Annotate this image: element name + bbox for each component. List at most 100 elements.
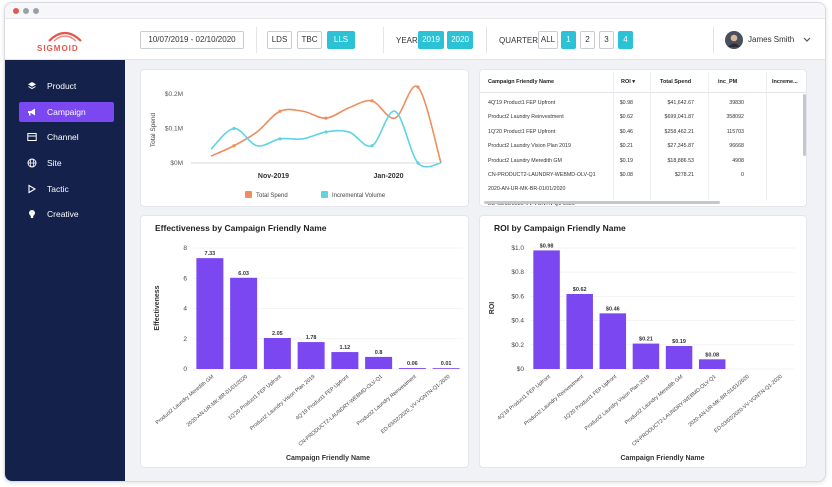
- table-cell: $41,642.67: [667, 100, 694, 106]
- y-tick-label: $1.0: [511, 245, 524, 252]
- x-tick-label: Product2 Laundry Reinvestment: [356, 374, 418, 428]
- avatar: [725, 31, 743, 49]
- series-point: [370, 99, 374, 103]
- layers-icon: [28, 82, 36, 90]
- sigmoid-logo-icon: [48, 31, 82, 42]
- x-axis-label: Campaign Friendly Name: [620, 455, 704, 462]
- table-cell: $0.98: [619, 100, 633, 106]
- y-tick-label: $0.2M: [165, 91, 183, 98]
- table-header-cell[interactable]: Total Spend: [660, 79, 692, 85]
- sidebar-item-label: Creative: [47, 209, 79, 219]
- y-tick-label: 4: [183, 306, 187, 313]
- bar-value-label: 7.33: [205, 251, 216, 257]
- bar-value-label: 0.01: [441, 361, 452, 367]
- table-cell: $0.21: [619, 143, 633, 150]
- roi-bar-chart: $0 $0.2 $0.4 $0.6 $0.8 $1.0 ROI $0.98 4Q'19 Prod…: [489, 243, 795, 462]
- bar: [263, 337, 291, 369]
- quarter-4-button[interactable]: 4: [618, 31, 633, 49]
- quarter-2-button[interactable]: 2: [580, 31, 595, 49]
- table-cell: 0: [741, 172, 744, 178]
- series-point: [416, 85, 420, 89]
- bar: [665, 346, 693, 369]
- x-tick-label: 2020-AN-UR-MK-BR-01/01/2020: [687, 374, 750, 428]
- table-scrollbar-vertical[interactable]: [803, 94, 806, 156]
- top-bar: SIGMOID 10/07/2019 - 02/10/2020 LDS TBC …: [5, 19, 825, 60]
- table-cell: 96668: [729, 143, 744, 150]
- chevron-down-icon[interactable]: [803, 37, 811, 43]
- y-tick-label: 6: [183, 275, 187, 282]
- y-axis-label: Effectiveness: [154, 285, 161, 330]
- quarter-label: QUARTER: [499, 36, 538, 45]
- series-line-total-spend: [210, 85, 442, 164]
- table-header-cell[interactable]: Campaign Friendly Name: [488, 79, 555, 85]
- sidebar-item-campaign[interactable]: Campaign: [19, 102, 114, 122]
- bar: [632, 343, 660, 369]
- table-column-divider: [708, 72, 709, 200]
- y-tick-label: $0.8: [511, 269, 524, 276]
- x-axis-label: Campaign Friendly Name: [286, 455, 370, 462]
- user-name: James Smith: [748, 35, 795, 44]
- user-menu[interactable]: James Smith: [723, 29, 818, 51]
- y-axis-label: Total Spend: [150, 112, 157, 147]
- table-cell: CN-PRODUCT2-LAUNDRY-WEBMD-OLV-Q1: [488, 172, 596, 178]
- segment-tbc-button[interactable]: TBC: [297, 31, 322, 49]
- table-cell: $18,886.53: [667, 157, 694, 164]
- window-minimize-dot[interactable]: [23, 8, 29, 14]
- series-point: [324, 130, 328, 134]
- date-range-picker[interactable]: 10/07/2019 - 02/10/2020: [140, 31, 244, 49]
- sidebar-item-site[interactable]: Site: [19, 153, 114, 173]
- table-header-cell[interactable]: Increme...: [772, 79, 798, 85]
- divider: [713, 27, 714, 53]
- table-cell: 4Q'19 Product1 FEP Upfront: [488, 100, 556, 106]
- table-cell: $0.62: [619, 114, 633, 121]
- table-header-cell[interactable]: inc_PM: [718, 79, 738, 85]
- x-tick-label: Product2 Laundry Vision Plan 2019: [584, 374, 651, 432]
- bar-value-label: 1.12: [340, 345, 351, 351]
- quarter-3-button[interactable]: 3: [599, 31, 614, 49]
- bar-value-label: $0.08: [705, 352, 719, 358]
- year-2020-button[interactable]: 2020: [447, 31, 473, 49]
- legend-swatch: [321, 191, 328, 198]
- y-tick-label: $0.2: [511, 342, 524, 349]
- bulb-icon: [29, 210, 35, 218]
- quarter-all-button[interactable]: ALL: [538, 31, 558, 49]
- sidebar-item-label: Channel: [47, 132, 79, 142]
- effectiveness-bar-chart: 0 2 4 6 8 Effectiveness 7.33 Product2 Laundry M…: [154, 245, 463, 462]
- roi-card: ROI by Campaign Friendly Name $0 $0.2 $0.4…: [479, 215, 807, 468]
- divider: [383, 27, 384, 53]
- sidebar-item-creative[interactable]: Creative: [19, 204, 114, 224]
- quarter-1-button[interactable]: 1: [561, 31, 576, 49]
- year-2019-button[interactable]: 2019: [418, 31, 444, 49]
- series-point: [324, 116, 328, 120]
- segment-lls-button[interactable]: LLS: [327, 31, 355, 49]
- table-header-cell[interactable]: ROI ▾: [621, 79, 636, 85]
- year-label: YEAR: [396, 36, 418, 45]
- app-window: SIGMOID 10/07/2019 - 02/10/2020 LDS TBC …: [4, 2, 826, 482]
- bar-value-label: 1.78: [306, 335, 317, 341]
- x-tick-label: Nov-2019: [258, 173, 289, 180]
- window-maximize-dot[interactable]: [33, 8, 39, 14]
- bar-value-label: 0.06: [407, 361, 418, 367]
- sidebar-item-channel[interactable]: Channel: [19, 127, 114, 147]
- segment-lds-button[interactable]: LDS: [267, 31, 292, 49]
- table-cell: 358092: [726, 114, 744, 121]
- sidebar: Product Campaign Channel Site Tactic Cre…: [5, 60, 125, 481]
- y-axis-label: ROI: [489, 302, 496, 315]
- table-scrollbar-horizontal[interactable]: [484, 201, 720, 204]
- table-cell: Product2 Laundry Reinvestment: [488, 114, 564, 121]
- globe-icon: [27, 158, 37, 168]
- table-column-divider: [613, 72, 614, 200]
- megaphone-icon: [28, 108, 35, 116]
- table-cell: $258,462.21: [664, 128, 694, 135]
- x-tick-label: Product2 Laundry Meredith GM: [624, 374, 684, 426]
- table-column-divider: [766, 72, 767, 200]
- table-cell: $0.46: [619, 128, 633, 135]
- bar: [599, 313, 627, 369]
- sidebar-item-product[interactable]: Product: [19, 76, 114, 96]
- window-close-dot[interactable]: [13, 8, 19, 14]
- sidebar-item-tactic[interactable]: Tactic: [19, 179, 114, 199]
- effectiveness-chart-title: Effectiveness by Campaign Friendly Name: [155, 223, 327, 233]
- roi-chart-title: ROI by Campaign Friendly Name: [494, 223, 626, 233]
- divider: [486, 27, 487, 53]
- x-tick-label: 4Q'19 Product1 FEP Upfront: [497, 374, 553, 422]
